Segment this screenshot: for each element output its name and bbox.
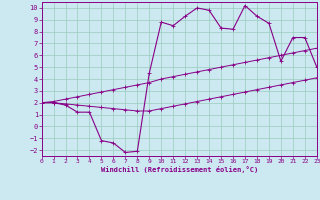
X-axis label: Windchill (Refroidissement éolien,°C): Windchill (Refroidissement éolien,°C) [100,166,258,173]
